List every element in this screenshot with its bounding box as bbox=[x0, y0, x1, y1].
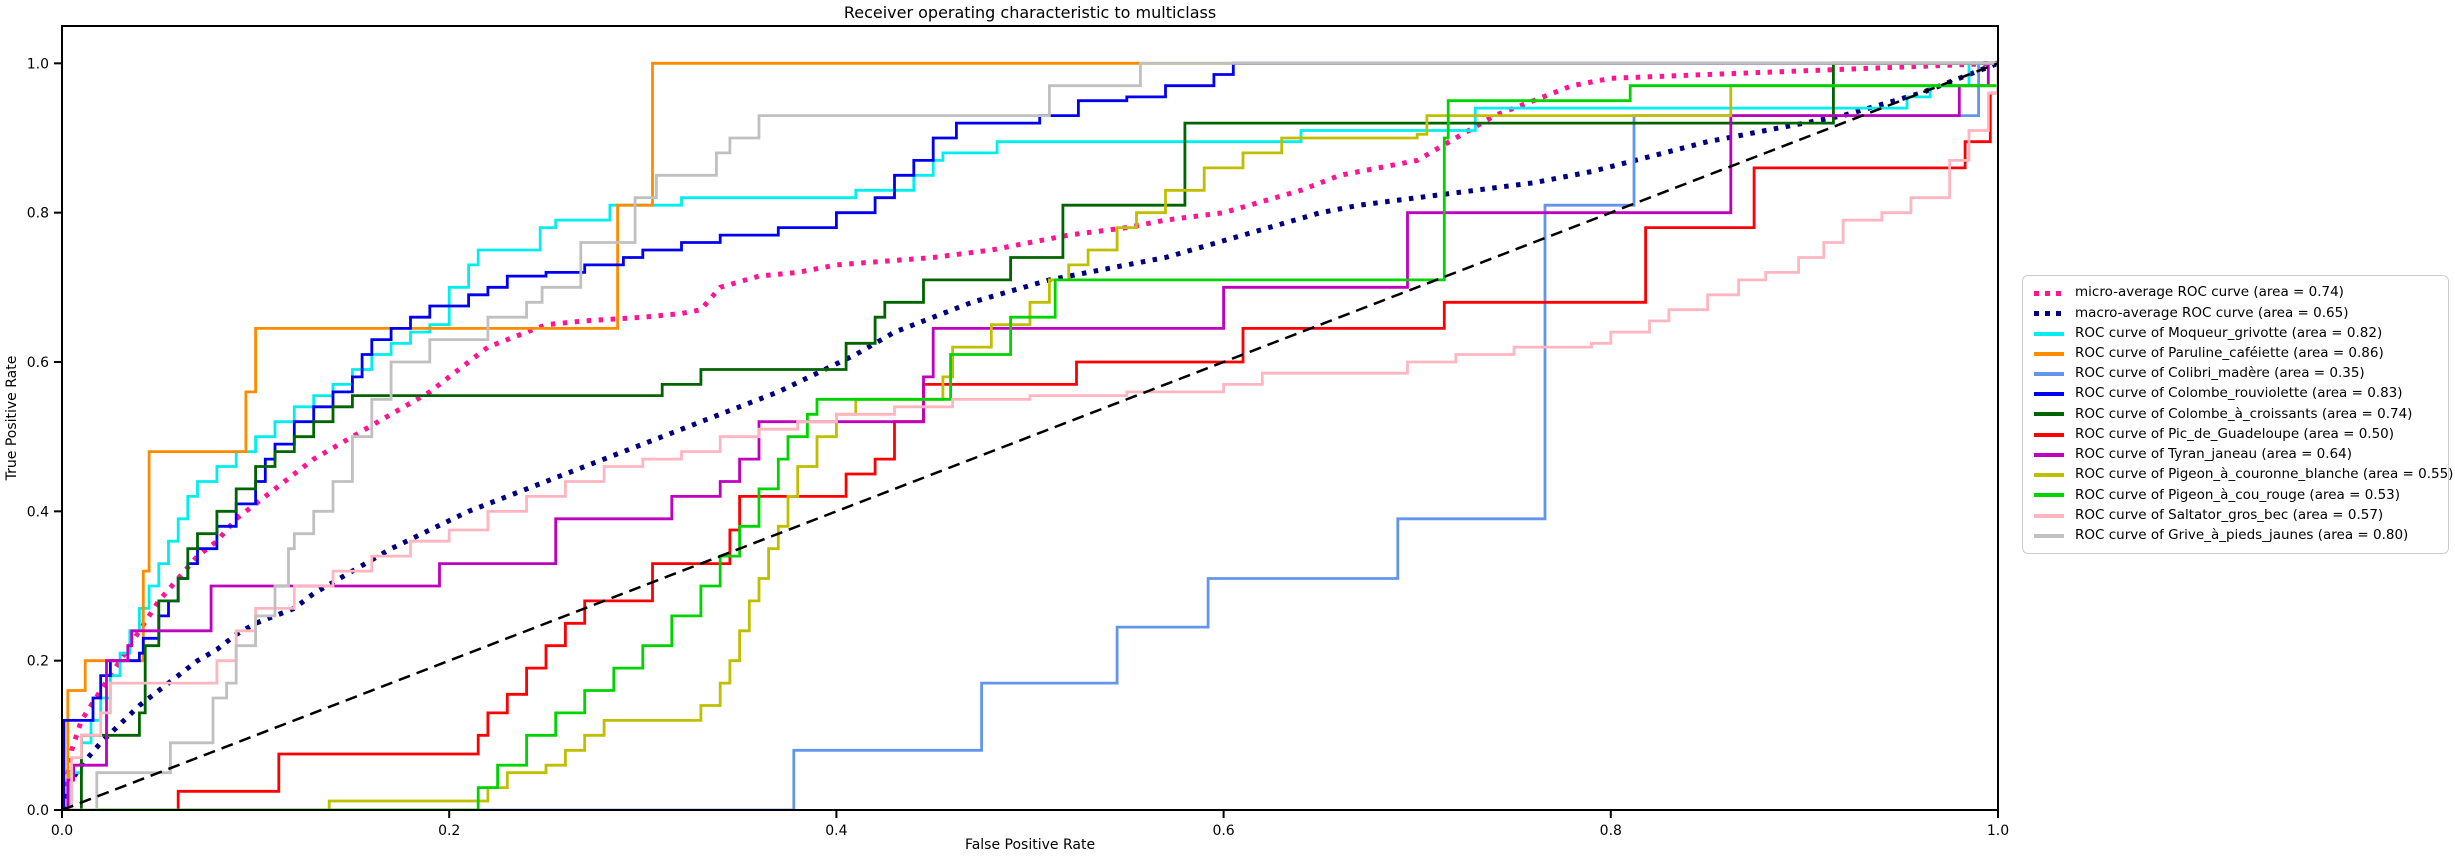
roc-curve-Colombe_à_croissants bbox=[62, 61, 1998, 810]
legend-item-label: micro-average ROC curve (area = 0.74) bbox=[2075, 284, 2344, 301]
legend-item-Pigeon_à_cou_rouge: ROC curve of Pigeon_à_cou_rouge (area = … bbox=[2034, 486, 2438, 503]
legend-item-Colibri_madère: ROC curve of Colibri_madère (area = 0.35… bbox=[2034, 367, 2438, 381]
legend-item-label: ROC curve of Grive_à_pieds_jaunes (area … bbox=[2075, 526, 2409, 543]
roc-curve-Colombe_rouviolette bbox=[62, 61, 1998, 810]
y-tick-label: 0.0 bbox=[27, 803, 49, 819]
x-axis-label: False Positive Rate bbox=[965, 837, 1095, 853]
legend-item-Paruline_caféiette: ROC curve of Paruline_caféiette (area = … bbox=[2034, 347, 2438, 361]
legend-item-label: ROC curve of Paruline_caféiette (area = … bbox=[2075, 345, 2384, 362]
roc-curve-micro-average bbox=[62, 60, 1998, 810]
legend-item-label: ROC curve of Saltator_gros_bec (area = 0… bbox=[2075, 506, 2384, 523]
legend-line-swatch bbox=[2034, 331, 2064, 336]
legend-item-Tyran_janeau: ROC curve of Tyran_janeau (area = 0.64) bbox=[2034, 448, 2438, 462]
legend-line-swatch bbox=[2034, 412, 2064, 417]
legend-item-label: ROC curve of Pic_de_Guadeloupe (area = 0… bbox=[2075, 425, 2395, 442]
legend-item-micro-average: micro-average ROC curve (area = 0.74) bbox=[2034, 286, 2438, 300]
x-tick-label: 0.8 bbox=[1600, 823, 1622, 839]
legend-item-label: ROC curve of Colibri_madère (area = 0.35… bbox=[2075, 365, 2365, 382]
legend-line-swatch bbox=[2034, 351, 2064, 356]
y-tick-label: 0.6 bbox=[27, 355, 49, 371]
x-tick-label: 0.4 bbox=[825, 823, 847, 839]
legend-item-label: ROC curve of Tyran_janeau (area = 0.64) bbox=[2075, 446, 2353, 463]
legend: micro-average ROC curve (area = 0.74) mac… bbox=[2022, 275, 2453, 554]
legend-line-swatch bbox=[2034, 371, 2064, 376]
legend-line-swatch bbox=[2034, 513, 2064, 518]
roc-curve-Saltator_gros_bec bbox=[62, 63, 1998, 810]
y-tick-label: 1.0 bbox=[27, 56, 49, 72]
legend-line-swatch bbox=[2034, 473, 2064, 478]
roc-curve-Grive_à_pieds_jaunes bbox=[62, 61, 1998, 810]
legend-item-Pic_de_Guadeloupe: ROC curve of Pic_de_Guadeloupe (area = 0… bbox=[2034, 425, 2438, 442]
roc-curve-Pic_de_Guadeloupe bbox=[62, 63, 1998, 810]
roc-curve-macro-average bbox=[62, 60, 1998, 810]
legend-item-Saltator_gros_bec: ROC curve of Saltator_gros_bec (area = 0… bbox=[2034, 506, 2438, 523]
legend-item-label: ROC curve of Pigeon_à_couronne_blanche (… bbox=[2075, 466, 2454, 483]
legend-line-swatch bbox=[2034, 452, 2064, 457]
legend-item-Colombe_rouviolette: ROC curve of Colombe_rouviolette (area =… bbox=[2034, 387, 2438, 401]
legend-item-label: ROC curve of Pigeon_à_cou_rouge (area = … bbox=[2075, 486, 2401, 503]
legend-line-swatch bbox=[2034, 392, 2064, 397]
y-tick-label: 0.4 bbox=[27, 504, 49, 520]
roc-curves bbox=[62, 60, 1998, 810]
plot-frame bbox=[61, 25, 1999, 811]
legend-item-Colombe_à_croissants: ROC curve of Colombe_à_croissants (area … bbox=[2034, 405, 2438, 422]
x-tick-label: 0.0 bbox=[51, 823, 73, 839]
legend-item-label: ROC curve of Colombe_rouviolette (area =… bbox=[2075, 385, 2403, 402]
legend-item-label: ROC curve of Colombe_à_croissants (area … bbox=[2075, 405, 2413, 422]
roc-curve-Pigeon_à_couronne_blanche bbox=[62, 63, 1998, 810]
legend-item-Grive_à_pieds_jaunes: ROC curve of Grive_à_pieds_jaunes (area … bbox=[2034, 526, 2438, 543]
legend-line-swatch bbox=[2034, 432, 2064, 437]
x-tick-label: 0.6 bbox=[1212, 823, 1234, 839]
legend-item-label: macro-average ROC curve (area = 0.65) bbox=[2075, 304, 2349, 321]
legend-item-Pigeon_à_couronne_blanche: ROC curve of Pigeon_à_couronne_blanche (… bbox=[2034, 468, 2453, 482]
chance-line bbox=[62, 62, 1998, 810]
legend-line-swatch bbox=[2034, 493, 2064, 498]
x-tick-label: 0.2 bbox=[438, 823, 460, 839]
roc-curve-Colibri_madère bbox=[62, 61, 1998, 810]
roc-curve-Paruline_caféiette bbox=[62, 61, 1998, 810]
y-tick-label: 0.8 bbox=[27, 206, 49, 222]
legend-line-swatch bbox=[2034, 310, 2064, 316]
legend-item-macro-average: macro-average ROC curve (area = 0.65) bbox=[2034, 304, 2438, 321]
axes: 0.0 0.2 0.4 0.6 0.8 1.0 0.0 0.2 0.4 0.6 0.8 1.0 bbox=[27, 56, 2009, 839]
x-tick-label: 1.0 bbox=[1987, 823, 2009, 839]
legend-line-swatch bbox=[2034, 533, 2064, 538]
legend-item-label: ROC curve of Moqueur_grivotte (area = 0.… bbox=[2075, 324, 2383, 341]
roc-curve-Pigeon_à_cou_rouge bbox=[62, 63, 1998, 810]
legend-line-swatch bbox=[2034, 290, 2064, 296]
plot-border bbox=[61, 25, 1999, 811]
y-tick-label: 0.2 bbox=[27, 654, 49, 670]
y-axis-label: True Positive Rate bbox=[4, 356, 20, 482]
roc-curve-Tyran_janeau bbox=[62, 61, 1998, 810]
legend-item-Moqueur_grivotte: ROC curve of Moqueur_grivotte (area = 0.… bbox=[2034, 324, 2438, 341]
chart-title: Receiver operating characteristic to mul… bbox=[844, 3, 1216, 22]
